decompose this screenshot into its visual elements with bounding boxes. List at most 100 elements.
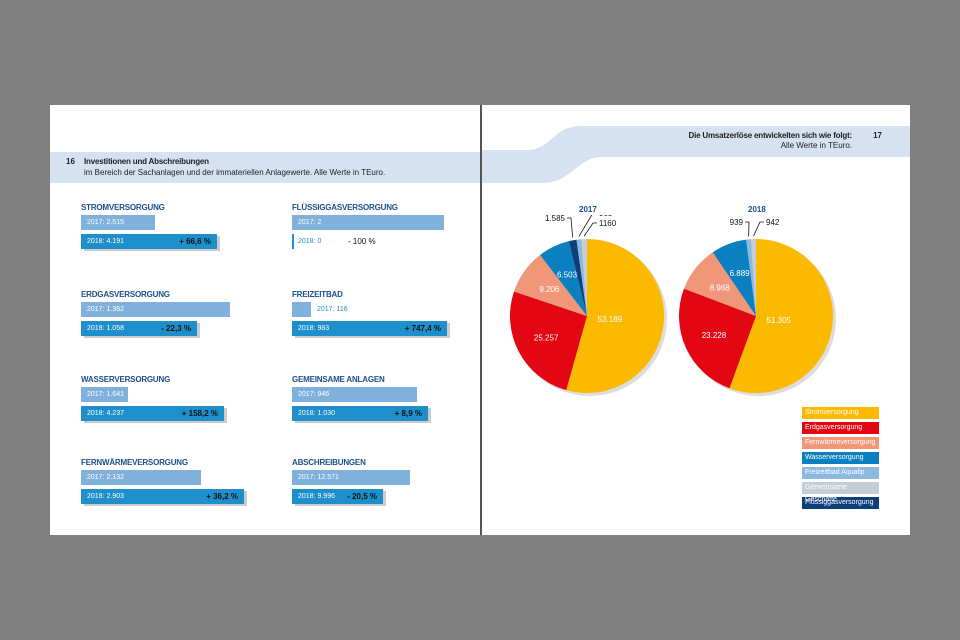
slice-label: 1.585 <box>545 215 566 223</box>
page-number: 17 <box>873 131 882 140</box>
slice-label: 6.889 <box>730 269 751 278</box>
section-title: WASSERVERSORGUNG <box>81 375 171 384</box>
bar-2018 <box>292 234 294 249</box>
bar-2018: 2018: 2.903 + 36,2 % <box>81 489 244 504</box>
legend-item: Flüssiggasversorgung <box>802 497 879 509</box>
slice-label: 1160 <box>599 219 617 228</box>
value-2018: 2018: 4.237 <box>87 410 124 417</box>
slice-label: 53.189 <box>598 315 623 324</box>
section-title: ERDGASVERSORGUNG <box>81 290 170 299</box>
slice-label: 6.503 <box>557 270 578 279</box>
slice-label: 939 <box>730 218 744 227</box>
change-percent: + 158,2 % <box>181 409 218 418</box>
pie-slice <box>684 252 756 316</box>
page-title: Die Umsatzerlöse entwickelten sich wie f… <box>688 131 853 140</box>
section-title: STROMVERSORGUNG <box>81 203 165 212</box>
legend-item: Gemeinsame Geschäfte <box>802 482 879 503</box>
header-band <box>482 126 910 183</box>
pie-charts: 53.189 25.257 9.206 6.503 1.585 9651160 51.305… <box>510 215 836 396</box>
bar-2018: 2018: 4.237 + 158,2 % <box>81 406 224 421</box>
investment-section: FLÜSSIGGASVERSORGUNG 2017: 2 2018: 0 - 10… <box>292 203 492 249</box>
pie-slice <box>679 288 756 389</box>
section-title: FREIZEITBAD <box>292 290 343 299</box>
pie-slice <box>568 239 587 316</box>
spine <box>480 105 482 535</box>
page-subtitle: Alle Werte in TEuro. <box>780 141 852 150</box>
slice-label: 23.228 <box>702 331 727 340</box>
legend-item: Erdgasversorgung <box>802 422 879 434</box>
value-2018: 2018: 0 <box>298 238 322 245</box>
investment-section: ERDGASVERSORGUNG 2017: 1.362 2018: 1.058… <box>81 290 281 336</box>
chart-title-2017: 2017 <box>579 205 597 214</box>
value-2017: 2017: 2.515 <box>87 219 124 226</box>
leader-line <box>578 215 593 237</box>
legend-item: Fernwärmeversorgung <box>802 437 879 449</box>
change-percent: + 66,6 % <box>179 237 211 246</box>
bar-2018: 2018: 983 + 747,4 % <box>292 321 447 336</box>
bar-2017: 2017: 12.571 <box>292 470 410 485</box>
leader-line <box>745 221 750 237</box>
right-page: Die Umsatzerlöse entwickelten sich wie f… <box>482 105 910 535</box>
value-2018: 2018: 4.191 <box>87 238 124 245</box>
investment-section: GEMEINSAME ANLAGEN 2017: 946 2018: 1.030… <box>292 375 492 421</box>
slice-label: 51.305 <box>767 316 792 325</box>
bar-2018: 2018: 4.191 + 66,6 % <box>81 234 217 249</box>
bar-2017: 2017: 2.515 <box>81 215 155 230</box>
legend: Stromversorgung Erdgasversorgung Fernwärme… <box>802 407 879 512</box>
pie-slice <box>712 239 756 316</box>
legend-item: Freizeitbad Aqualip <box>802 467 879 479</box>
leader-line <box>583 222 597 237</box>
investment-section: FERNWÄRMEVERSORGUNG 2017: 2.132 2018: 2.… <box>81 458 281 504</box>
change-percent: + 747,4 % <box>404 324 441 333</box>
change-percent: + 8,9 % <box>394 409 422 418</box>
pie-slice <box>581 239 587 316</box>
leader-line <box>753 221 764 237</box>
pie-slice <box>566 239 664 393</box>
value-2018: 2018: 9.996 <box>298 493 335 500</box>
value-2018: 2018: 983 <box>298 325 330 332</box>
left-page: 16 Investitionen und Abschreibungen im B… <box>50 105 480 535</box>
bar-2018: 2018: 9.996 - 20,5 % <box>292 489 383 504</box>
slice-label: 25.257 <box>534 334 559 343</box>
change-percent: - 22,3 % <box>161 324 191 333</box>
bar-2017: 2017: 1.641 <box>81 387 128 402</box>
pie-slice <box>540 241 587 316</box>
slice-label: 942 <box>766 218 780 227</box>
section-title: GEMEINSAME ANLAGEN <box>292 375 385 384</box>
slice-label: 965 <box>599 215 613 218</box>
bar-2017 <box>292 302 311 317</box>
bar-2017: 2017: 1.362 <box>81 302 230 317</box>
page-number: 16 <box>66 157 75 166</box>
slice-label: 9.206 <box>539 285 560 294</box>
change-percent: - 20,5 % <box>347 492 377 501</box>
page-title: Investitionen und Abschreibungen <box>84 157 209 166</box>
value-2017: 2017: 116 <box>317 306 348 313</box>
pie-slice <box>729 239 833 393</box>
value-2017: 2017: 1.362 <box>87 306 124 313</box>
pie-slice <box>751 239 756 316</box>
pie-slice <box>510 291 587 391</box>
change-percent: + 36,2 % <box>206 492 238 501</box>
change-percent: - 100 % <box>348 237 376 246</box>
pie-slice <box>514 254 587 316</box>
investment-section: ABSCHREIBUNGEN 2017: 12.571 2018: 9.996 -… <box>292 458 492 504</box>
bar-2017: 2017: 946 <box>292 387 417 402</box>
legend-item: Wasserversorgung <box>802 452 879 464</box>
bar-2017: 2017: 2.132 <box>81 470 201 485</box>
page-subtitle: im Bereich der Sachanlagen und der immat… <box>84 168 386 177</box>
value-2017: 2017: 2.132 <box>87 474 124 481</box>
bar-2018: 2018: 1.030 + 8,9 % <box>292 406 428 421</box>
legend-item: Stromversorgung <box>802 407 879 419</box>
investment-section: FREIZEITBAD 2017: 116 2018: 983 + 747,4 % <box>292 290 492 336</box>
bar-2018: 2018: 1.058 - 22,3 % <box>81 321 197 336</box>
section-title: FLÜSSIGGASVERSORGUNG <box>292 203 398 212</box>
value-2017: 2017: 946 <box>298 391 330 398</box>
bar-2017: 2017: 2 <box>292 215 444 230</box>
slice-label: 8.968 <box>710 283 731 292</box>
pie-slice <box>746 239 756 316</box>
investment-section: STROMVERSORGUNG 2017: 2.515 2018: 4.191 +… <box>81 203 281 249</box>
section-title: FERNWÄRMEVERSORGUNG <box>81 458 188 467</box>
value-2017: 2017: 2 <box>298 219 322 226</box>
value-2017: 2017: 1.641 <box>87 391 124 398</box>
value-2017: 2017: 12.571 <box>298 474 339 481</box>
